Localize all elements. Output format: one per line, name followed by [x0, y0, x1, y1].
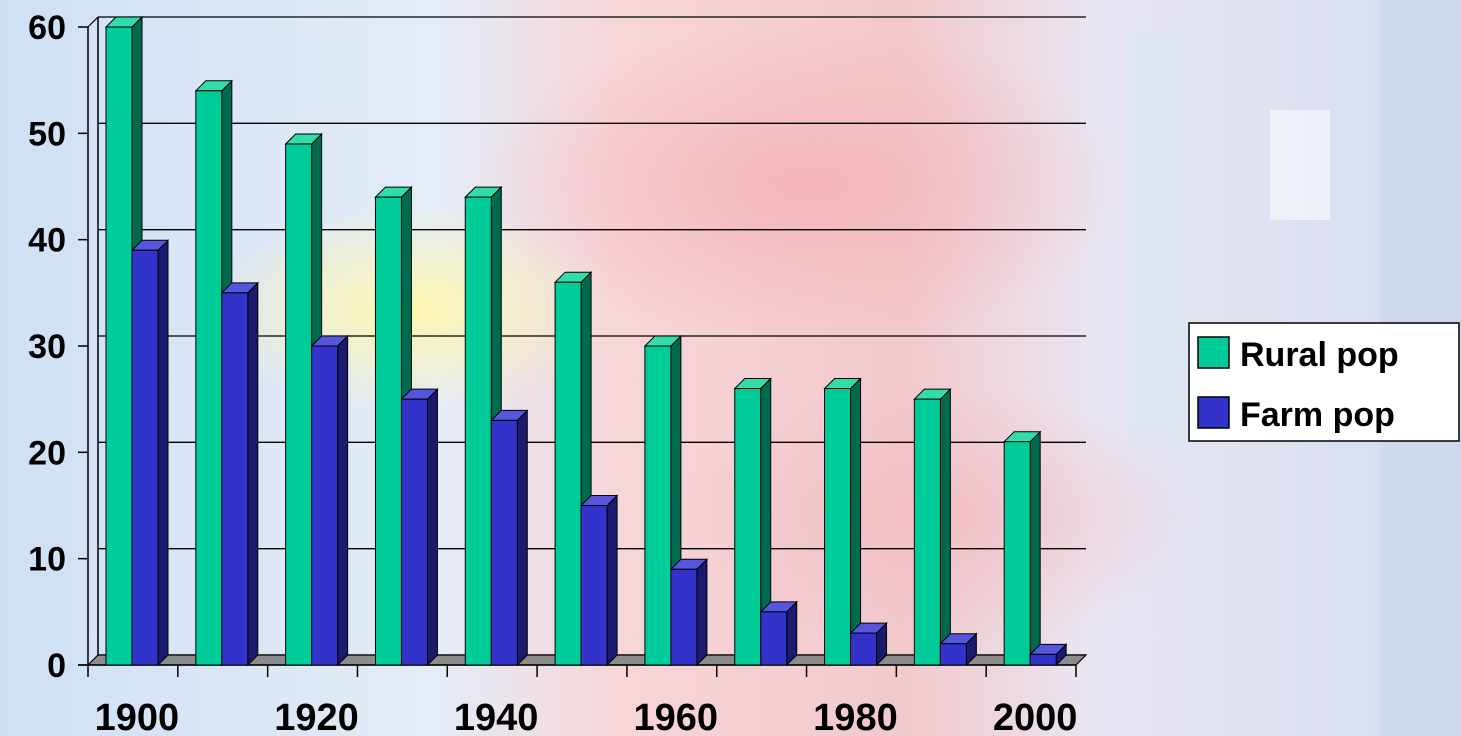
- bars: [104, 15, 1068, 667]
- bar-rural-2000: [1002, 430, 1042, 667]
- bar-farm-2000: [1028, 643, 1068, 667]
- bar-farm-1920: [310, 334, 349, 667]
- legend: Rural pop Farm pop: [1188, 322, 1460, 442]
- bar-farm-1980: [849, 621, 888, 667]
- bar-rural-1980: [823, 377, 862, 667]
- y-tick-label: 20: [28, 434, 66, 472]
- bar-farm-1990: [939, 632, 978, 667]
- x-tick-label: 2000: [993, 697, 1078, 736]
- bar-farm-1930: [400, 387, 439, 667]
- y-tick-label: 30: [28, 328, 66, 366]
- y-tick-label: 10: [28, 541, 66, 579]
- x-tick-label: 1940: [454, 697, 539, 736]
- bar-farm-1910: [220, 281, 260, 667]
- x-tick-label: 1900: [95, 697, 180, 736]
- legend-label-farm: Farm pop: [1240, 396, 1395, 434]
- axis-corner: [87, 16, 99, 28]
- y-tick-label: 60: [28, 9, 66, 47]
- y-tick-label: 40: [28, 222, 66, 260]
- bar-farm-1950: [579, 494, 619, 667]
- legend-swatch-rural: [1197, 336, 1230, 369]
- bar-farm-1940: [490, 409, 529, 667]
- bar-rural-1970: [733, 377, 772, 667]
- bar-farm-1970: [759, 600, 798, 667]
- x-tick-label: 1980: [813, 697, 898, 736]
- legend-box: [1188, 322, 1460, 442]
- x-tick-label: 1920: [274, 697, 359, 736]
- legend-label-rural: Rural pop: [1240, 336, 1399, 374]
- y-tick-labels: 0 10 20 30 40 50 60: [28, 9, 66, 685]
- x-tick-labels: 1900 1920 1940 1960 1980 2000: [95, 697, 1078, 736]
- bar-farm-1900: [130, 239, 170, 667]
- bar-rural-1990: [913, 387, 952, 667]
- y-tick-label: 0: [47, 647, 66, 685]
- legend-swatch-farm: [1197, 396, 1230, 429]
- y-tick-label: 50: [28, 115, 66, 153]
- x-tick-label: 1960: [634, 697, 719, 736]
- bar-rural-1950: [553, 270, 593, 667]
- bar-farm-1960: [669, 558, 709, 667]
